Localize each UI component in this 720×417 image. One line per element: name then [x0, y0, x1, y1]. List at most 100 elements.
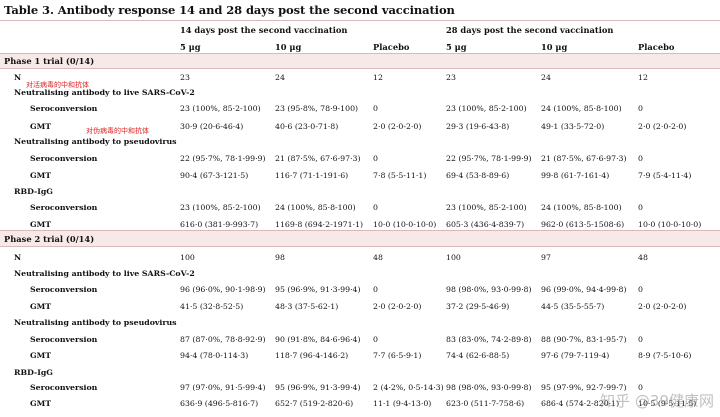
phase2-rbd_gmt-cell: 652·7 (519·2-820·6) [275, 399, 354, 408]
phase1-rbd_gmt-cell: 10·0 (10·0-10·0) [373, 220, 437, 229]
phase1-live_sero-cell: 0 [638, 104, 643, 113]
phase2-rbd_sero-cell: 0 [638, 383, 643, 392]
phase1-live_gmt-cell: 40·6 (23·0-71·8) [275, 122, 339, 131]
phase2-rule [0, 246, 720, 247]
phase2-rbd_gmt-cell: 11·1 (9·4-13·0) [373, 399, 432, 408]
phase1-live_sero-label: Seroconversion [30, 104, 98, 113]
phase1-rbd_sero-label: Seroconversion [30, 203, 98, 212]
phase2-pseudo_gmt-cell: 7·7 (6·5-9·1) [373, 351, 422, 360]
phase2-rbd_sero-cell: 2 (4·2%, 0·5-14·3) [373, 383, 444, 392]
header-14-5ug: 5 μg [180, 42, 201, 52]
phase1-pseudo_sero-cell: 21 (87·5%, 67·6-97·3) [275, 154, 361, 163]
table-title: Table 3. Antibody response 14 and 28 day… [4, 3, 455, 17]
phase2-rbd_gmt-cell: 10·5 (9·5-11·5) [638, 399, 697, 408]
phase2-band [0, 231, 720, 246]
phase1-n-cell: 23 [180, 73, 190, 82]
phase2-n-cell: 97 [541, 253, 551, 262]
phase1-rbd_gmt-cell: 10·0 (10·0-10·0) [638, 220, 702, 229]
phase2-rbd_title: RBD-IgG [14, 368, 53, 377]
header-group-28days: 28 days post the second vaccination [446, 25, 614, 35]
phase1-n-cell: 24 [275, 73, 285, 82]
phase2-n-cell: 48 [638, 253, 648, 262]
phase2-pseudo_gmt-label: GMT [30, 351, 52, 360]
phase1-live_gmt-cell: 49·1 (33·5-72·0) [541, 122, 605, 131]
phase2-live_sero-cell: 96 (99·0%, 94·4-99·8) [541, 285, 627, 294]
phase1-n-cell: 23 [446, 73, 456, 82]
phase1-rbd_sero-cell: 23 (100%, 85·2-100) [446, 203, 527, 212]
phase2-live_gmt-cell: 41·5 (32·8-52·5) [180, 302, 244, 311]
phase1-live_gmt-cell: 29·3 (19·6-43·8) [446, 122, 510, 131]
phase2-n-cell: 48 [373, 253, 383, 262]
phase2-rbd_sero-cell: 98 (98·0%, 93·0-99·8) [446, 383, 532, 392]
phase1-pseudo_sero-cell: 22 (95·7%, 78·1-99·9) [180, 154, 266, 163]
phase2-pseudo_sero-cell: 0 [373, 335, 378, 344]
header-group-14days: 14 days post the second vaccination [180, 25, 348, 35]
header-28-10ug: 10 μg [541, 42, 568, 52]
phase1-live_gmt-label: GMT [30, 122, 52, 131]
phase2-live_gmt-cell: 2·0 (2·0-2·0) [638, 302, 687, 311]
phase2-pseudo_sero-label: Seroconversion [30, 335, 98, 344]
phase1-n-cell: 24 [541, 73, 551, 82]
phase2-live_sero-cell: 0 [373, 285, 378, 294]
phase2-rbd_sero-cell: 97 (97·0%, 91·5-99·4) [180, 383, 266, 392]
phase1-pseudo_gmt-cell: 116·7 (71·1-191·6) [275, 171, 349, 180]
phase2-label: Phase 2 trial (0/14) [4, 234, 95, 244]
watermark: 知乎 @39健康网 [600, 392, 714, 410]
header-28-placebo: Placebo [638, 42, 675, 52]
phase2-pseudo_sero-cell: 83 (83·0%, 74·2-89·8) [446, 335, 532, 344]
phase2-rbd_gmt-cell: 636·9 (496·5-816·7) [180, 399, 259, 408]
annotation-pseudovirus: 对伪病毒的中和抗体 [86, 127, 149, 135]
phase1-live_title: Neutralising antibody to live SARS-CoV-2 [14, 88, 195, 97]
phase2-rbd_gmt-label: GMT [30, 399, 52, 408]
phase2-pseudo_sero-cell: 87 (87·0%, 78·8-92·9) [180, 335, 266, 344]
phase2-live_sero-cell: 98 (98·0%, 93·0-99·8) [446, 285, 532, 294]
phase1-rule [0, 68, 720, 69]
header-14-10ug: 10 μg [275, 42, 302, 52]
phase1-band [0, 54, 720, 68]
phase1-pseudo_gmt-cell: 69·4 (53·8-89·6) [446, 171, 510, 180]
phase2-live_sero-cell: 96 (96·0%, 90·1-98·9) [180, 285, 266, 294]
phase2-live_title: Neutralising antibody to live SARS-CoV-2 [14, 269, 195, 278]
phase2-pseudo_sero-cell: 90 (91·8%, 84·6-96·4) [275, 335, 361, 344]
phase2-pseudo_gmt-cell: 8·9 (7·5-10·6) [638, 351, 692, 360]
phase1-live_sero-cell: 23 (100%, 85·2-100) [446, 104, 527, 113]
phase2-live_gmt-cell: 48·3 (37·5-62·1) [275, 302, 339, 311]
phase1-pseudo_sero-cell: 22 (95·7%, 78·1-99·9) [446, 154, 532, 163]
phase1-n-cell: 12 [638, 73, 648, 82]
phase2-rbd_sero-label: Seroconversion [30, 383, 98, 392]
phase1-rbd_sero-cell: 0 [638, 203, 643, 212]
phase1-pseudo_gmt-cell: 7·8 (5·5-11·1) [373, 171, 427, 180]
header-top-rule [0, 20, 720, 21]
phase2-pseudo_gmt-cell: 94·4 (78·0-114·3) [180, 351, 249, 360]
phase1-pseudo_gmt-cell: 90·4 (67·3-121·5) [180, 171, 249, 180]
phase2-pseudo_title: Neutralising antibody to pseudovirus [14, 318, 177, 327]
phase2-rbd_gmt-cell: 686·4 (574·2-820·1) [541, 399, 620, 408]
phase1-live_sero-cell: 23 (100%, 85·2-100) [180, 104, 261, 113]
phase1-rbd_gmt-cell: 616·0 (381·9-993·7) [180, 220, 259, 229]
phase1-pseudo_sero-cell: 0 [638, 154, 643, 163]
phase1-rbd_gmt-cell: 605·3 (436·4-839·7) [446, 220, 525, 229]
phase1-n-cell: 12 [373, 73, 383, 82]
phase1-pseudo_sero-cell: 21 (87·5%, 67·6-97·3) [541, 154, 627, 163]
phase1-live_gmt-cell: 2·0 (2·0-2·0) [373, 122, 422, 131]
phase1-pseudo_gmt-cell: 99·8 (61·7-161·4) [541, 171, 610, 180]
phase2-pseudo_gmt-cell: 74·4 (62·6-88·5) [446, 351, 510, 360]
phase2-live_sero-cell: 95 (96·9%, 91·3-99·4) [275, 285, 361, 294]
phase1-live_gmt-cell: 30·9 (20·6-46·4) [180, 122, 244, 131]
phase1-rbd_sero-cell: 24 (100%, 85·8-100) [275, 203, 356, 212]
phase2-rbd_sero-cell: 95 (96·9%, 91·3-99·4) [275, 383, 361, 392]
phase2-top-rule [0, 230, 720, 231]
phase2-n-label: N [14, 253, 22, 262]
phase1-rbd_title: RBD-IgG [14, 187, 53, 196]
phase1-label: Phase 1 trial (0/14) [4, 56, 95, 66]
header-28-5ug: 5 μg [446, 42, 467, 52]
phase2-rbd_gmt-cell: 623·0 (511·7-758·6) [446, 399, 525, 408]
phase2-live_gmt-cell: 2·0 (2·0-2·0) [373, 302, 422, 311]
phase2-pseudo_sero-cell: 88 (90·7%, 83·1-95·7) [541, 335, 627, 344]
phase2-live_sero-cell: 0 [638, 285, 643, 294]
phase1-rbd_sero-cell: 23 (100%, 85·2-100) [180, 203, 261, 212]
annotation-live-virus: 对活病毒的中和抗体 [26, 81, 89, 89]
phase2-n-cell: 100 [180, 253, 195, 262]
phase2-live_sero-label: Seroconversion [30, 285, 98, 294]
phase1-live_sero-cell: 0 [373, 104, 378, 113]
